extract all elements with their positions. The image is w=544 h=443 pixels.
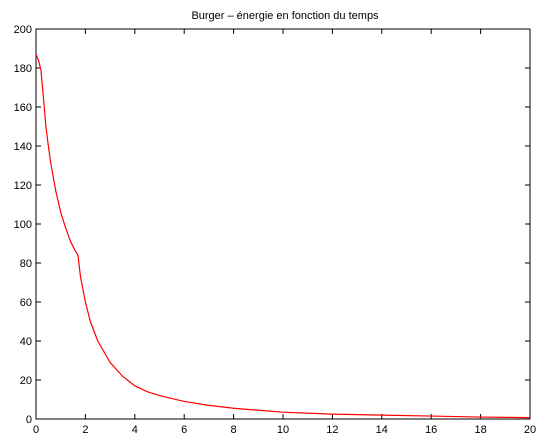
y-axis: 0 20 40 60 80 100 120 140 160 180 200 [14,24,530,426]
y-tick-label: 200 [14,24,32,36]
x-tick-label: 16 [425,424,437,436]
y-tick-label: 180 [14,63,32,75]
x-tick-label: 6 [181,424,187,436]
x-tick-label: 2 [82,424,88,436]
energy-series-line [35,54,531,419]
plot-frame [35,28,531,420]
y-tick-label: 160 [14,102,32,114]
x-tick-label: 8 [231,424,237,436]
x-tick-label: 12 [326,424,338,436]
y-tick-label: 60 [20,297,32,309]
x-tick-label: 20 [524,424,536,436]
y-tick-label: 20 [20,375,32,387]
x-tick-label: 4 [132,424,138,436]
series-layer [35,54,531,419]
x-axis: 0 2 4 6 8 10 12 14 16 18 20 [33,29,536,436]
y-tick-label: 140 [14,141,32,153]
x-tick-label: 18 [474,424,486,436]
y-tick-label: 0 [26,414,32,426]
y-tick-label: 120 [14,180,32,192]
x-tick-label: 0 [33,424,39,436]
y-tick-label: 80 [20,258,32,270]
chart-title: Burger – énergie en fonction du temps [191,10,379,22]
y-tick-label: 40 [20,336,32,348]
x-tick-label: 10 [277,424,289,436]
x-tick-label: 14 [376,424,388,436]
y-tick-label: 100 [14,219,32,231]
